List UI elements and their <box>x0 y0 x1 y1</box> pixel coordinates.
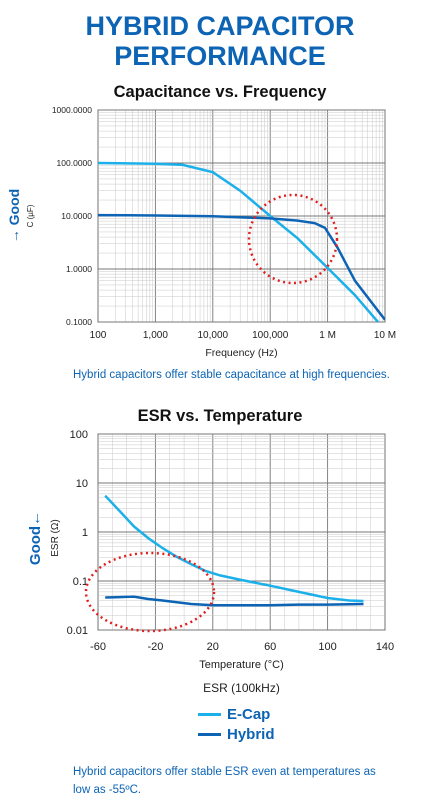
chart1-x-tick-label: 1 M <box>319 330 336 341</box>
chart2-caption-line-2: low as -55ºC. <box>73 784 142 796</box>
chart2-y-tick-label: 1 <box>82 527 88 539</box>
chart2-y-tick-label: 100 <box>70 429 88 441</box>
chart1-x-tick-label: 1,000 <box>143 330 168 341</box>
page-title-line-1: HYBRID CAPACITOR <box>85 11 355 41</box>
chart1-highlight-circle <box>247 193 339 285</box>
chart1-series-ecap <box>98 161 380 322</box>
chart1-good-label: → Good <box>6 189 22 243</box>
chart2-subtitle: ESR (100kHz) <box>203 681 280 695</box>
legend-ecap-label: E-Cap <box>227 706 271 723</box>
chart1-x-tick-label: 10,000 <box>198 330 229 341</box>
chart2-series-hybrid <box>105 595 364 607</box>
legend-hybrid-swatch <box>198 733 221 736</box>
chart2-highlight-ellipse <box>84 551 216 633</box>
chart2-y-axis-label: ESR (Ω) <box>50 519 61 556</box>
chart1-series-hybrid <box>98 213 385 321</box>
legend-hybrid: Hybrid <box>198 726 275 743</box>
page-title-line-2: PERFORMANCE <box>114 41 326 71</box>
chart1-caption: Hybrid capacitors offer stable capacitan… <box>73 369 390 381</box>
chart2-x-tick-label: 60 <box>264 641 276 653</box>
chart1-x-tick-label: 10 M <box>374 330 396 341</box>
chart1-x-tick-label: 100,000 <box>252 330 289 341</box>
chart1-y-tick-label: 100.0000 <box>57 158 93 168</box>
chart1-x-axis-label: Frequency (Hz) <box>205 347 277 359</box>
chart2-x-tick-label: 100 <box>318 641 336 653</box>
chart2-title: ESR vs. Temperature <box>137 407 303 425</box>
chart2-y-tick-label: 0.01 <box>67 625 88 637</box>
chart2-good-label: Good← <box>27 511 44 565</box>
chart2-caption-line-1: Hybrid capacitors offer stable ESR even … <box>73 766 376 778</box>
legend-ecap: E-Cap <box>198 706 270 723</box>
legend-ecap-swatch <box>198 713 221 716</box>
chart1-y-tick-label: 1000.0000 <box>52 105 92 115</box>
chart1-x-tick-label: 100 <box>90 330 107 341</box>
chart2-x-axis-label: Temperature (°C) <box>199 659 283 671</box>
chart1-y-tick-label: 10.0000 <box>61 211 92 221</box>
chart2-x-tick-label: 20 <box>207 641 219 653</box>
chart2-series-ecap <box>104 494 364 603</box>
chart2-x-tick-label: -60 <box>90 641 106 653</box>
chart1-y-axis-label: C (µF) <box>26 204 35 227</box>
chart1-y-tick-label: 0.1000 <box>66 317 92 327</box>
chart2-x-tick-label: 140 <box>376 641 394 653</box>
legend-hybrid-label: Hybrid <box>227 726 275 743</box>
chart2-y-tick-label: 0.1 <box>73 576 88 588</box>
chart1-y-tick-label: 1.0000 <box>66 264 92 274</box>
chart2-y-tick-label: 10 <box>76 478 88 490</box>
chart2-x-tick-label: -20 <box>147 641 163 653</box>
chart1-title: Capacitance vs. Frequency <box>113 83 327 101</box>
